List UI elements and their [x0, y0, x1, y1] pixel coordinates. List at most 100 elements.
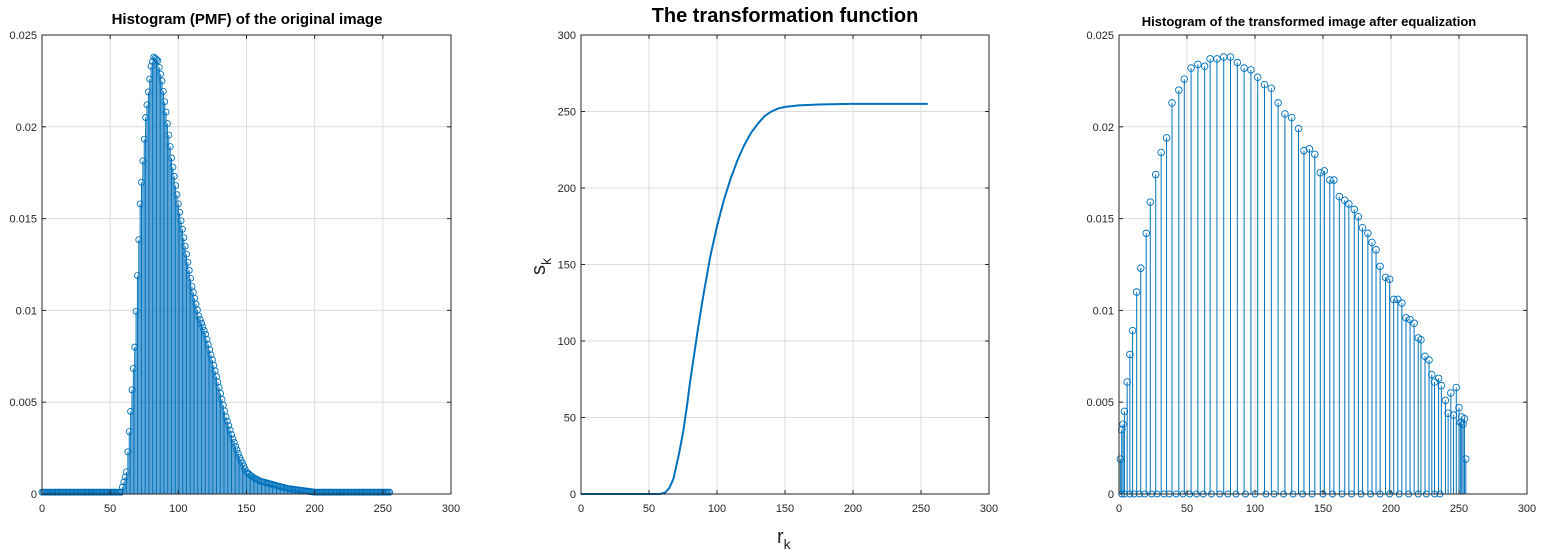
y-tick-label: 0: [570, 489, 576, 501]
stem-marker: [1335, 192, 1344, 201]
stem-marker: [1168, 99, 1176, 107]
y-tick-label: 150: [558, 260, 576, 272]
stem-marker: [196, 316, 204, 324]
stem-marker: [230, 439, 238, 447]
stem-marker: [187, 275, 195, 282]
stem-marker: [204, 341, 212, 348]
x-tick-label: 200: [1382, 503, 1400, 515]
stem-marker: [200, 327, 208, 335]
data-marks: [1116, 53, 1470, 498]
stem-marker: [1425, 356, 1433, 364]
stem-marker: [233, 446, 241, 454]
y-tick-label: 300: [558, 30, 576, 42]
original-histogram-panel: Histogram (PMF) of the original image 0 5…: [9, 11, 460, 515]
x-tick-label: 250: [1450, 503, 1468, 515]
stem-marker: [159, 87, 167, 95]
stem-marker: [166, 143, 174, 150]
stem-marker: [234, 450, 242, 458]
stem-marker: [1417, 336, 1425, 344]
stem-marker: [1194, 60, 1202, 69]
stem-marker: [174, 200, 182, 208]
stem-marker: [1385, 275, 1394, 283]
stem-marker: [169, 163, 177, 171]
stem-marker: [228, 431, 235, 438]
stem-marker: [1341, 196, 1349, 204]
stem-marker: [1358, 224, 1367, 232]
stem-marker: [1123, 378, 1131, 386]
stem-marker: [1354, 213, 1363, 221]
stem-marker: [198, 319, 205, 327]
y-tick-label: 0.02: [16, 122, 37, 134]
y-tick-label: 0.015: [1086, 214, 1114, 226]
stem-marker: [1449, 411, 1458, 419]
stem-marker: [1120, 407, 1129, 416]
stem-marker: [1316, 168, 1325, 177]
stem-marker: [199, 323, 207, 331]
stem-marker: [1142, 229, 1150, 238]
stem-marker: [1253, 73, 1262, 81]
x-tick-label: 250: [912, 503, 930, 515]
x-tick-label: 100: [708, 503, 726, 515]
stem-marker: [184, 258, 192, 266]
x-tick-label: 0: [578, 503, 584, 515]
stem-marker: [1462, 455, 1470, 463]
x-tick-label: 300: [442, 503, 460, 515]
stem-marker: [1372, 246, 1380, 254]
equalized-histogram-panel: Histogram of the transformed image after…: [1086, 14, 1536, 515]
stem-marker: [1294, 124, 1303, 133]
stem-marker: [195, 312, 203, 320]
stem-marker: [1381, 273, 1390, 282]
stem-marker: [157, 70, 165, 78]
stem-marker: [153, 56, 160, 63]
stem-marker: [177, 217, 185, 225]
y-tick-label: 0.015: [9, 214, 37, 226]
stem-marker: [206, 346, 214, 354]
stem-marker: [163, 120, 171, 128]
x-tick-label: 50: [1181, 503, 1193, 515]
stem-marker: [1305, 145, 1314, 153]
stem-marker: [1444, 409, 1452, 417]
stem-marker: [1132, 288, 1141, 296]
stem-marker: [1326, 176, 1334, 184]
transformation-function-panel: The transformation function rk sk 0 50 100…: [528, 5, 998, 552]
stem-marker: [1311, 150, 1319, 159]
stem-marker: [232, 442, 240, 450]
stem-marker: [1137, 264, 1145, 272]
stem-marker: [1410, 319, 1418, 328]
y-tick-label: 50: [564, 413, 576, 425]
stem-marker: [165, 131, 173, 139]
stem-marker: [1119, 420, 1127, 428]
stem-marker: [172, 182, 180, 190]
x-tick-label: 100: [1246, 503, 1264, 515]
stem-marker: [1364, 229, 1372, 238]
stem-marker: [1146, 198, 1155, 206]
stem-marker: [1350, 205, 1359, 214]
stem-marker: [1460, 414, 1469, 423]
stem-marker: [223, 417, 231, 425]
stem-marker: [154, 57, 162, 65]
x-tick-label: 50: [643, 503, 655, 515]
y-tick-label: 100: [558, 336, 576, 348]
stem-marker: [1345, 200, 1353, 208]
y-tick-label: 0: [31, 489, 37, 501]
y-tick-label: 0.025: [1086, 30, 1114, 42]
stem-marker: [1406, 315, 1414, 324]
axes-frame: [1118, 34, 1528, 495]
x-tick-label: 300: [1518, 503, 1536, 515]
stem-marker: [1200, 62, 1209, 70]
stem-marker: [1260, 80, 1269, 89]
y-tick-label: 0: [1108, 489, 1114, 501]
stem-marker: [1376, 262, 1384, 271]
stem-marker: [225, 422, 233, 430]
stem-marker: [1441, 396, 1450, 405]
stem-marker: [1240, 64, 1248, 72]
x-tick-label: 200: [305, 503, 323, 515]
stem-marker: [1175, 86, 1183, 94]
stem-marker: [1447, 389, 1455, 397]
x-tick-label: 150: [237, 503, 255, 515]
stem-marker: [226, 426, 234, 434]
stem-marker: [1267, 84, 1276, 92]
y-tick-label: 0.025: [9, 30, 37, 42]
stem-marker: [176, 208, 184, 216]
stem-marker: [207, 351, 215, 359]
